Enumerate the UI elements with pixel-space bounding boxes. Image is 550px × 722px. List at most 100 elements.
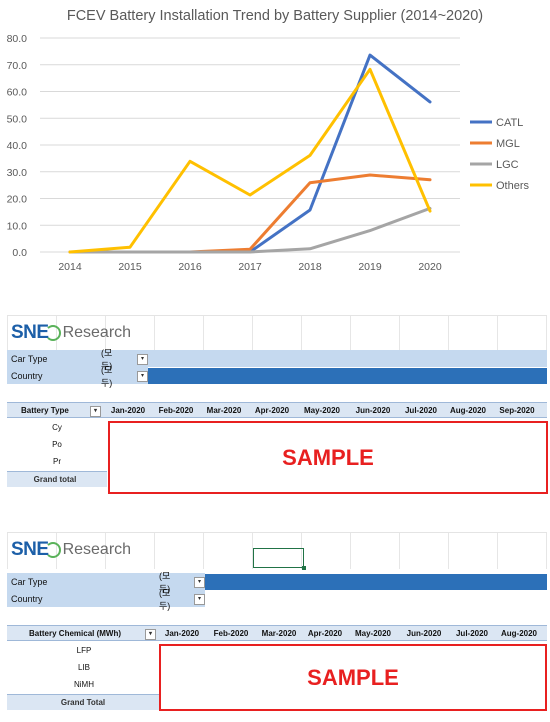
row-label: LFP <box>76 646 92 655</box>
sne-research-logo: SNE Research <box>11 321 131 345</box>
month-header: Jul-2020 <box>455 628 489 638</box>
dropdown-arrow-icon[interactable]: ▾ <box>137 354 148 365</box>
month-header: Jul-2020 <box>404 405 438 415</box>
column-header-row: Battery Chemical (MWh) ▾ Jan-2020 Feb-20… <box>7 625 547 641</box>
sample-overlay: SAMPLE <box>108 421 548 494</box>
line-chart: FCEV Battery Installation Trend by Batte… <box>0 0 550 290</box>
row-header-label: Battery Type <box>21 405 69 415</box>
x-tick-label: 2019 <box>358 261 382 273</box>
row-label: Po <box>52 440 62 449</box>
filter-bar-country-selected <box>148 368 547 384</box>
sne-research-logo: SNE Research <box>11 538 131 562</box>
series-line-others <box>68 67 432 254</box>
y-tick-label: 30.0 <box>7 167 28 179</box>
month-header: Jan-2020 <box>164 628 200 638</box>
legend-label: LGC <box>496 159 519 171</box>
chart-svg: FCEV Battery Installation Trend by Batte… <box>7 8 530 273</box>
data-point-mgl <box>368 173 372 177</box>
legend-label: CATL <box>496 117 523 129</box>
data-point-lgc <box>188 250 192 254</box>
pivot-table-battery-type: SNE Research Car Type (모두) ▾ Country (모두… <box>7 315 548 494</box>
sample-text: SAMPLE <box>282 444 374 470</box>
grand-total-label: Grand Total <box>60 698 106 707</box>
month-header: Jan-2020 <box>110 405 146 415</box>
series-line-lgc <box>68 206 432 254</box>
x-tick-label: 2015 <box>118 261 142 273</box>
dropdown-arrow-icon[interactable]: ▾ <box>194 594 205 605</box>
filter-value: (모두) <box>159 588 171 611</box>
data-point-lgc <box>248 250 252 254</box>
filter-value: (모두) <box>101 348 113 371</box>
filter-dropdown-icon[interactable]: ▾ <box>145 629 156 640</box>
month-header: Apr-2020 <box>307 628 343 638</box>
row-label: LIB <box>77 663 90 672</box>
month-header: May-2020 <box>354 628 392 638</box>
x-tick-label: 2016 <box>178 261 202 273</box>
month-header: Jun-2020 <box>355 405 391 415</box>
row-label: NiMH <box>74 680 94 689</box>
row-header-label: Battery Chemical (MWh) <box>29 628 122 638</box>
grand-total-label: Grand total <box>33 475 77 484</box>
logo-sne-text: SNE <box>11 539 49 560</box>
y-tick-label: 70.0 <box>7 60 28 72</box>
column-header-row: Battery Type ▾ Jan-2020 Feb-2020 Mar-202… <box>7 402 547 418</box>
data-point-others <box>248 193 252 197</box>
legend-label: MGL <box>496 138 520 150</box>
y-tick-label: 20.0 <box>7 194 28 206</box>
sample-text: SAMPLE <box>307 664 399 690</box>
legend-label: Others <box>496 180 530 192</box>
month-header: Jun-2020 <box>406 628 442 638</box>
data-point-catl <box>308 208 312 212</box>
filter-bar-car-type-selected <box>205 574 547 590</box>
y-tick-label: 10.0 <box>7 220 28 232</box>
data-point-others <box>68 250 72 254</box>
data-point-others <box>308 154 312 157</box>
y-tick-label: 40.0 <box>7 140 28 152</box>
month-header: Aug-2020 <box>500 628 537 638</box>
chart-title: FCEV Battery Installation Trend by Batte… <box>67 8 483 24</box>
data-point-mgl <box>248 248 252 251</box>
month-header: Mar-2020 <box>261 628 297 638</box>
logo-swirl-icon <box>44 542 61 558</box>
grand-total-row: Grand Total <box>7 694 159 710</box>
month-header: Mar-2020 <box>206 405 242 415</box>
filter-label: Car Type <box>11 354 48 364</box>
filter-value: (모두) <box>101 365 113 388</box>
data-point-lgc <box>308 247 312 250</box>
filter-bar-car-type-label <box>7 573 205 590</box>
filter-bar-country-label <box>7 367 148 384</box>
data-point-others <box>188 160 192 163</box>
fill-handle[interactable] <box>302 566 306 570</box>
x-tick-label: 2014 <box>58 261 82 273</box>
x-tick-label: 2020 <box>418 261 442 273</box>
month-header: Feb-2020 <box>158 405 194 415</box>
month-header: Feb-2020 <box>213 628 249 638</box>
month-header: May-2020 <box>303 405 341 415</box>
filter-label: Country <box>11 371 43 381</box>
data-point-mgl <box>308 181 312 184</box>
y-tick-label: 80.0 <box>7 33 28 45</box>
filter-dropdown-icon[interactable]: ▾ <box>90 406 101 417</box>
x-tick-label: 2018 <box>298 261 322 273</box>
month-header: Aug-2020 <box>449 405 486 415</box>
filter-label: Car Type <box>11 577 48 587</box>
y-tick-label: 0.0 <box>12 247 27 259</box>
x-tick-label: 2017 <box>238 261 262 273</box>
data-point-catl <box>428 100 432 104</box>
data-point-lgc <box>128 250 132 254</box>
month-header: Sep-2020 <box>499 405 535 415</box>
row-label: Cy <box>52 423 62 432</box>
y-tick-label: 50.0 <box>7 113 28 125</box>
data-point-others <box>128 245 132 249</box>
dropdown-arrow-icon[interactable]: ▾ <box>194 577 205 588</box>
filter-bar-country <box>7 590 205 607</box>
logo-sne-text: SNE <box>11 322 49 343</box>
filter-label: Country <box>11 594 43 604</box>
month-header: Apr-2020 <box>254 405 290 415</box>
data-point-catl <box>368 53 372 57</box>
selected-cell[interactable] <box>253 548 306 570</box>
logo-research-text: Research <box>62 541 132 558</box>
filter-value: (모두) <box>159 571 171 594</box>
dropdown-arrow-icon[interactable]: ▾ <box>137 371 148 382</box>
logo-research-text: Research <box>62 324 132 341</box>
